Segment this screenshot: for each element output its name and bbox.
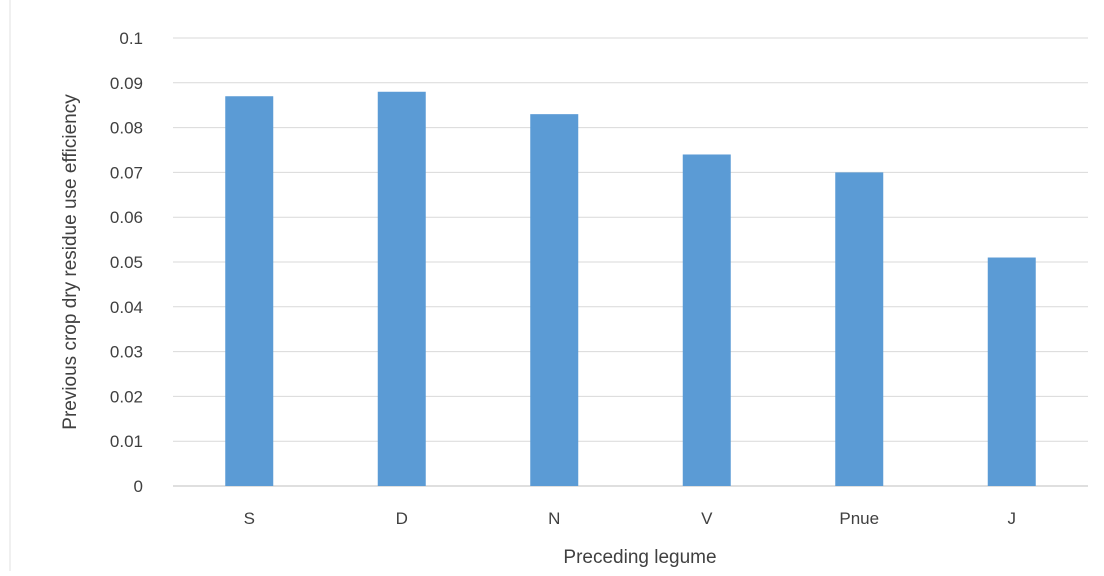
x-tick-label: N bbox=[548, 509, 560, 528]
y-tick-label: 0 bbox=[134, 477, 143, 496]
x-tick-labels: S D N V Pnue J bbox=[244, 509, 1016, 528]
y-tick-labels: 0 0.01 0.02 0.03 0.04 0.05 0.06 0.07 0.08 0.09 0.1 bbox=[110, 29, 143, 496]
y-tick-label: 0.09 bbox=[110, 74, 143, 93]
y-tick-label: 0.08 bbox=[110, 119, 143, 138]
y-tick-label: 0.04 bbox=[110, 298, 143, 317]
y-axis-title: Previous crop dry residue use efficiency bbox=[60, 94, 81, 430]
y-tick-label: 0.03 bbox=[110, 343, 143, 362]
x-tick-label: S bbox=[244, 509, 255, 528]
y-tick-label: 0.1 bbox=[119, 29, 143, 48]
x-axis-title: Preceding legume bbox=[563, 547, 716, 568]
gridlines bbox=[173, 37, 1088, 487]
bar-n bbox=[530, 114, 579, 486]
bars bbox=[225, 91, 1036, 487]
y-tick-label: 0.06 bbox=[110, 208, 143, 227]
bar-pnue bbox=[835, 172, 884, 486]
x-tick-label: D bbox=[396, 509, 408, 528]
bar-s bbox=[225, 96, 274, 487]
y-tick-label: 0.01 bbox=[110, 432, 143, 451]
bar-j bbox=[987, 257, 1036, 486]
y-tick-label: 0.07 bbox=[110, 163, 143, 182]
y-tick-label: 0.05 bbox=[110, 253, 143, 272]
bar-v bbox=[682, 154, 731, 487]
x-tick-label: V bbox=[701, 509, 713, 528]
y-tick-label: 0.02 bbox=[110, 387, 143, 406]
bar-d bbox=[377, 91, 426, 486]
x-tick-label: J bbox=[1008, 509, 1017, 528]
x-tick-label: Pnue bbox=[839, 509, 879, 528]
